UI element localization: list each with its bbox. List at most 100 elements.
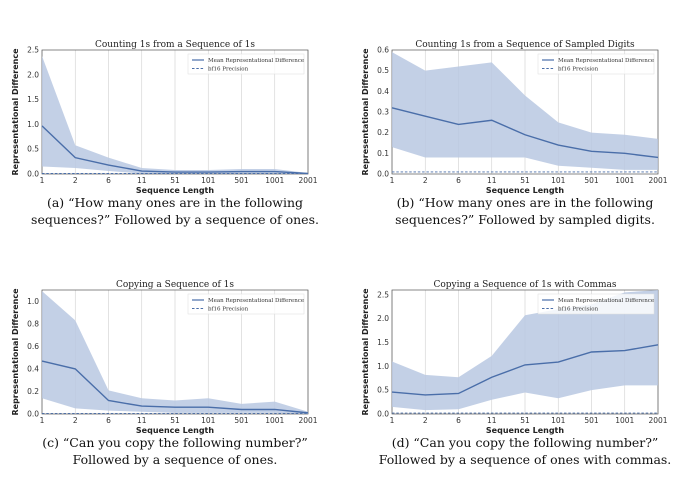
x-tick-label: 501 <box>234 176 249 185</box>
x-tick-label: 11 <box>137 416 147 425</box>
x-tick-label: 1001 <box>265 176 284 185</box>
confidence-band <box>392 52 658 170</box>
x-tick-label: 1001 <box>615 176 634 185</box>
y-tick-label: 0.0 <box>27 170 39 179</box>
legend-label-mean: Mean Representational Difference <box>558 298 654 304</box>
y-tick-label: 0.5 <box>27 145 39 154</box>
x-tick-label: 1001 <box>265 416 284 425</box>
mean-line <box>41 360 309 414</box>
x-tick-label: 1 <box>40 416 45 425</box>
chart-d: Copying a Sequence of 1s with Commas 1 2 6 1… <box>361 280 668 435</box>
legend-box <box>537 53 655 75</box>
caption-c-line2: Followed by a sequence of ones. <box>72 452 278 467</box>
legend-box <box>537 293 655 315</box>
y-tick-label: 0.0 <box>27 410 39 419</box>
x-tick-label: 1 <box>390 416 395 425</box>
x-tick-label: 6 <box>106 416 111 425</box>
chart-panel-d: Copying a Sequence of 1s with Commas 1 2 6 1… <box>350 240 700 480</box>
confidence-band <box>42 55 308 175</box>
x-tick-label: 11 <box>487 416 497 425</box>
y-tick-label: 0.4 <box>27 364 39 373</box>
x-tick-label: 1 <box>390 176 395 185</box>
chart-panel-b: Counting 1s from a Sequence of Sampled D… <box>350 0 700 240</box>
y-tick-label: 0.0 <box>377 410 389 419</box>
chart-panel-c: Copying a Sequence of 1s 1 2 6 11 51 101 501 100… <box>0 240 350 480</box>
x-tick-label: 11 <box>487 176 497 185</box>
caption-a-line2: sequences?” Followed by a sequence of on… <box>31 212 319 227</box>
legend-label-precision: bf16 Precision <box>208 67 249 73</box>
y-tick-label: 0.2 <box>27 387 39 396</box>
y-tick-label: 1.0 <box>377 362 389 371</box>
y-tick-label: 2.5 <box>377 290 389 299</box>
x-tick-label: 1001 <box>615 416 634 425</box>
chart-title: Counting 1s from a Sequence of 1s <box>95 40 255 50</box>
y-axis-label: Representational Difference <box>11 288 20 416</box>
y-tick-label: 0.8 <box>27 319 39 328</box>
caption-c-line1: (c) “Can you copy the following number?” <box>42 435 308 450</box>
x-tick-label: 2001 <box>298 416 317 425</box>
y-tick-label: 0.1 <box>377 149 389 158</box>
y-tick-label: 2.0 <box>377 314 389 323</box>
x-tick-label: 11 <box>137 176 147 185</box>
x-tick-label: 2001 <box>648 176 667 185</box>
x-tick-label: 51 <box>170 416 180 425</box>
x-tick-label: 2 <box>423 416 428 425</box>
caption-b: (b) “How many ones are in the following … <box>350 194 700 228</box>
y-tick-label: 2.5 <box>27 46 39 55</box>
y-tick-label: 0.5 <box>377 386 389 395</box>
y-tick-label: 0.3 <box>377 108 389 117</box>
x-tick-label: 6 <box>106 176 111 185</box>
legend-label-mean: Mean Representational Difference <box>208 298 304 304</box>
confidence-band <box>392 290 658 411</box>
y-tick-label: 1.5 <box>27 95 39 104</box>
caption-c: (c) “Can you copy the following number?”… <box>0 434 350 468</box>
y-tick-label: 1.0 <box>27 120 39 129</box>
legend-label-precision: bf16 Precision <box>208 307 249 313</box>
y-axis-label: Representational Difference <box>361 288 370 416</box>
legend-box <box>187 293 305 315</box>
chart-title: Copying a Sequence of 1s <box>116 280 234 290</box>
x-tick-label: 501 <box>584 176 599 185</box>
x-tick-label: 1 <box>40 176 45 185</box>
y-tick-label: 0.6 <box>27 342 39 351</box>
y-tick-label: 0.0 <box>377 170 389 179</box>
chart-a: Counting 1s from a Sequence of 1s 1 2 6 11 51… <box>11 40 318 195</box>
x-axis-label: Sequence Length <box>486 186 564 195</box>
legend-label-precision: bf16 Precision <box>558 307 599 313</box>
x-tick-label: 2001 <box>298 176 317 185</box>
y-tick-label: 0.4 <box>377 87 389 96</box>
x-tick-label: 2001 <box>648 416 667 425</box>
y-tick-label: 0.2 <box>377 128 389 137</box>
x-tick-label: 51 <box>170 176 180 185</box>
x-tick-label: 6 <box>456 416 461 425</box>
x-tick-label: 101 <box>551 176 566 185</box>
chart-panel-a: Counting 1s from a Sequence of 1s 1 2 6 11 51… <box>0 0 350 240</box>
x-tick-label: 6 <box>456 176 461 185</box>
y-tick-label: 0.6 <box>377 46 389 55</box>
x-tick-label: 101 <box>201 416 216 425</box>
y-axis-label: Representational Difference <box>11 48 20 176</box>
x-tick-label: 2 <box>73 416 78 425</box>
mean-line <box>391 107 659 159</box>
chart-c: Copying a Sequence of 1s 1 2 6 11 51 101 501 100… <box>11 280 318 435</box>
caption-d-line2: Followed by a sequence of ones with comm… <box>378 452 672 467</box>
x-tick-label: 2 <box>73 176 78 185</box>
y-tick-label: 1.0 <box>27 297 39 306</box>
legend-box <box>187 53 305 75</box>
legend-label-mean: Mean Representational Difference <box>208 58 304 64</box>
legend-label-precision: bf16 Precision <box>558 67 599 73</box>
x-tick-label: 101 <box>201 176 216 185</box>
y-tick-label: 1.5 <box>377 338 389 347</box>
chart-title: Copying a Sequence of 1s with Commas <box>433 280 616 290</box>
x-tick-label: 101 <box>551 416 566 425</box>
caption-a: (a) “How many ones are in the following … <box>0 194 350 228</box>
x-axis-label: Sequence Length <box>136 426 214 435</box>
caption-d-line1: (d) “Can you copy the following number?” <box>391 435 659 450</box>
x-axis-label: Sequence Length <box>136 186 214 195</box>
y-tick-label: 0.5 <box>377 66 389 75</box>
caption-b-line2: sequences?” Followed by sampled digits. <box>395 212 655 227</box>
chart-b: Counting 1s from a Sequence of Sampled D… <box>361 40 668 195</box>
x-tick-label: 501 <box>234 416 249 425</box>
y-tick-label: 2.0 <box>27 70 39 79</box>
mean-line <box>391 344 659 396</box>
